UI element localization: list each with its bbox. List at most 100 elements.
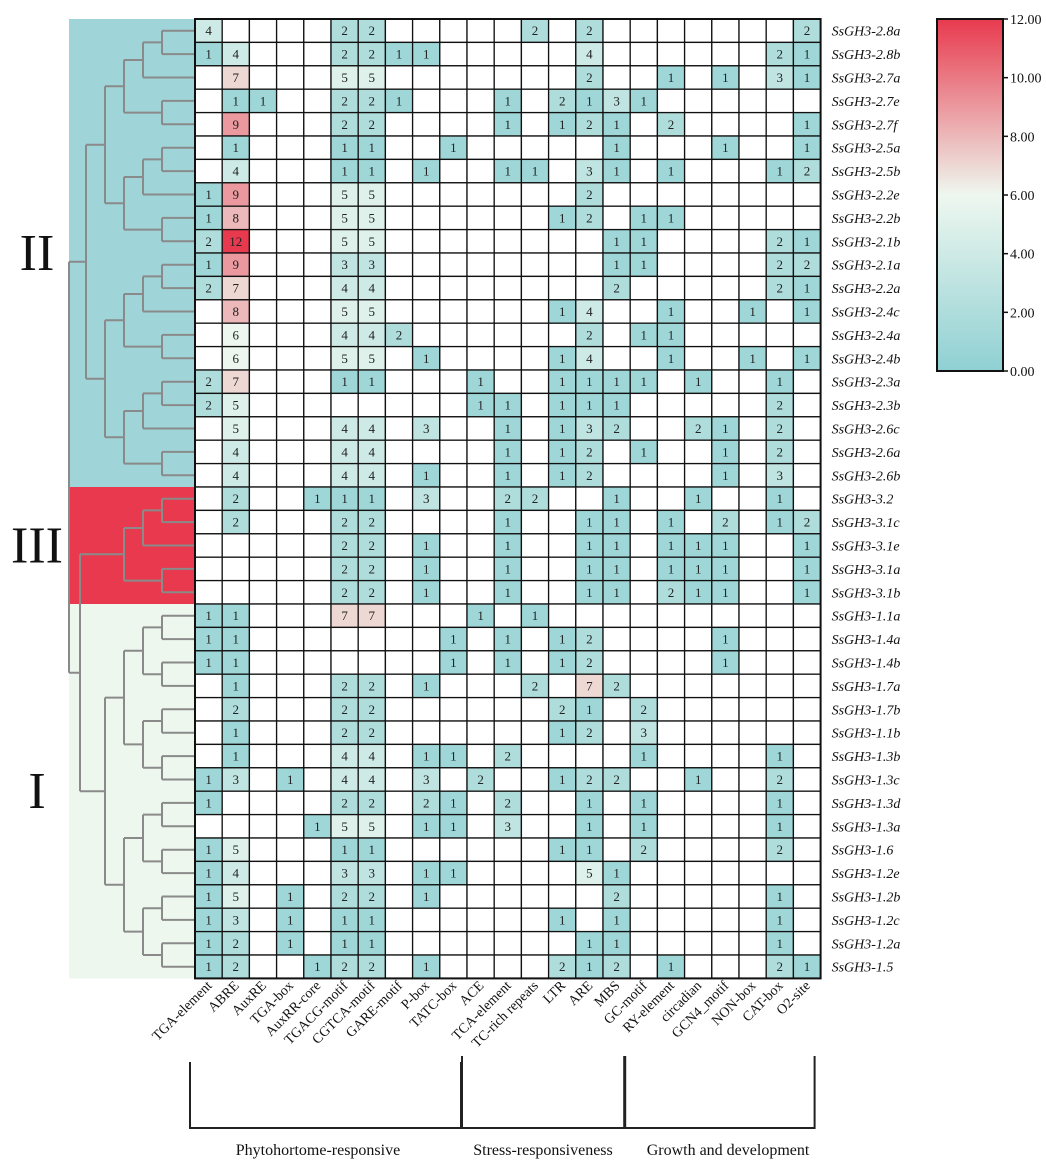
heatmap-cell bbox=[466, 135, 495, 161]
heatmap-cell bbox=[547, 18, 577, 44]
gene-label: SsGH3-2.4b bbox=[832, 352, 901, 367]
heatmap-cell bbox=[520, 369, 550, 395]
cell-value: 1 bbox=[804, 70, 811, 85]
heatmap-cell bbox=[547, 556, 577, 582]
cell-value: 1 bbox=[314, 959, 321, 974]
cell-value: 1 bbox=[804, 281, 811, 296]
heatmap-cell bbox=[520, 228, 550, 254]
heatmap-cell bbox=[411, 88, 441, 114]
cell-value: 3 bbox=[423, 772, 430, 787]
cell-value: 4 bbox=[233, 47, 240, 62]
cell-value: 3 bbox=[586, 421, 593, 436]
heatmap-cell bbox=[275, 579, 305, 605]
heatmap-cell bbox=[765, 345, 795, 371]
cell-value: 2 bbox=[505, 749, 512, 764]
heatmap-cell bbox=[194, 135, 223, 161]
cell-value: 1 bbox=[369, 164, 376, 179]
heatmap-cell bbox=[602, 696, 631, 722]
heatmap-cell bbox=[738, 696, 767, 722]
heatmap-cell bbox=[194, 111, 223, 137]
heatmap-cell bbox=[711, 743, 740, 769]
gene-label: SsGH3-2.4c bbox=[832, 306, 901, 321]
heatmap-cell bbox=[629, 650, 659, 675]
heatmap-cell bbox=[520, 907, 550, 933]
heatmap-cell bbox=[711, 907, 740, 933]
cell-value: 7 bbox=[369, 608, 376, 623]
group-bracket bbox=[461, 1056, 626, 1129]
cell-value: 2 bbox=[233, 491, 240, 506]
heatmap-cell bbox=[384, 860, 414, 886]
gene-label: SsGH3-1.7b bbox=[832, 703, 901, 718]
colorbar-tick-label: 4.00 bbox=[1010, 248, 1035, 263]
heatmap-cell bbox=[439, 41, 468, 67]
heatmap-cell bbox=[439, 322, 468, 348]
heatmap-cell bbox=[466, 205, 495, 231]
heatmap-cell bbox=[765, 533, 795, 558]
cell-value: 2 bbox=[777, 398, 784, 413]
heatmap-cell bbox=[629, 533, 659, 558]
cell-value: 2 bbox=[396, 327, 403, 342]
cell-value: 1 bbox=[369, 936, 376, 951]
cell-value: 4 bbox=[586, 351, 593, 366]
heatmap-cell bbox=[248, 767, 278, 792]
cell-value: 5 bbox=[341, 187, 348, 202]
cell-value: 1 bbox=[369, 140, 376, 155]
heatmap-cell bbox=[221, 556, 251, 582]
cell-value: 1 bbox=[777, 889, 784, 904]
heatmap-cell bbox=[738, 41, 767, 67]
heatmap-cell bbox=[384, 626, 414, 652]
heatmap-cell bbox=[248, 884, 278, 909]
heatmap-cell bbox=[194, 696, 223, 722]
heatmap-cell bbox=[275, 252, 305, 278]
heatmap-cell bbox=[221, 813, 251, 839]
cell-value: 1 bbox=[613, 398, 620, 413]
heatmap-cell bbox=[275, 228, 305, 254]
heatmap-cell bbox=[738, 579, 767, 605]
heatmap-cell bbox=[493, 182, 523, 207]
heatmap-cell bbox=[683, 626, 713, 652]
cell-value: 1 bbox=[641, 749, 648, 764]
cell-value: 1 bbox=[641, 257, 648, 272]
heatmap-cell bbox=[248, 930, 278, 956]
heatmap-cell bbox=[411, 509, 441, 535]
cell-value: 1 bbox=[205, 912, 212, 927]
heatmap-cell bbox=[411, 930, 441, 956]
heatmap-cell bbox=[411, 720, 441, 746]
cell-value: 2 bbox=[341, 538, 348, 553]
cell-value: 1 bbox=[586, 538, 593, 553]
heatmap-cell bbox=[547, 322, 577, 348]
heatmap-cell bbox=[303, 228, 332, 254]
gene-label: SsGH3-2.3b bbox=[832, 399, 901, 414]
heatmap-cell bbox=[738, 322, 767, 348]
heatmap-cell bbox=[683, 743, 713, 769]
cell-value: 1 bbox=[777, 515, 784, 530]
cell-value: 1 bbox=[586, 819, 593, 834]
heatmap-cell bbox=[792, 439, 822, 465]
cell-value: 3 bbox=[233, 772, 240, 787]
cell-value: 2 bbox=[205, 234, 212, 249]
heatmap-cell bbox=[629, 930, 659, 956]
heatmap-cell bbox=[194, 720, 223, 746]
heatmap-cell bbox=[629, 65, 659, 90]
cell-value: 5 bbox=[341, 351, 348, 366]
heatmap-cell bbox=[738, 439, 767, 465]
cell-value: 1 bbox=[804, 47, 811, 62]
heatmap-cell bbox=[520, 135, 550, 161]
heatmap-cell bbox=[711, 486, 740, 512]
heatmap-cell bbox=[493, 720, 523, 746]
cell-value: 1 bbox=[695, 772, 702, 787]
cell-value: 1 bbox=[804, 234, 811, 249]
cell-value: 1 bbox=[777, 491, 784, 506]
heatmap-cell bbox=[248, 369, 278, 395]
heatmap-cell bbox=[275, 603, 305, 629]
heatmap-cell bbox=[738, 556, 767, 582]
heatmap-cell bbox=[466, 790, 495, 816]
heatmap-cell bbox=[711, 790, 740, 816]
gene-label: SsGH3-2.2e bbox=[832, 189, 900, 204]
heatmap-cell bbox=[466, 673, 495, 699]
heatmap-cell bbox=[711, 345, 740, 371]
cell-value: 5 bbox=[233, 842, 240, 857]
heatmap-cell bbox=[792, 884, 822, 909]
heatmap-cell bbox=[765, 205, 795, 231]
clade-label-II: II bbox=[20, 225, 55, 282]
